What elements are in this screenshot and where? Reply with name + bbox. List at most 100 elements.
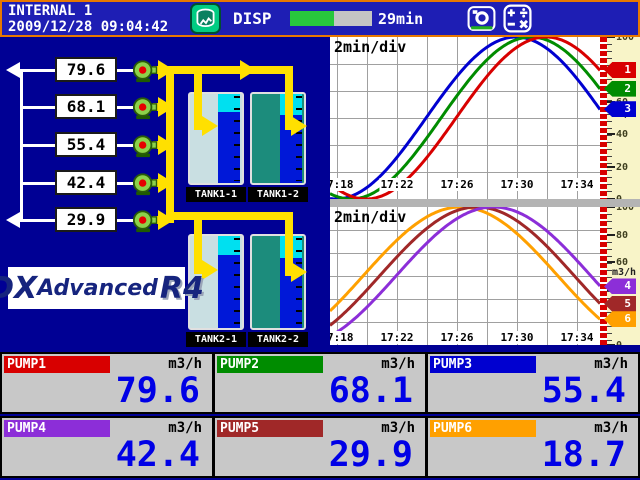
time-per-div-label: 2min/div bbox=[334, 38, 407, 56]
pump-tag: PUMP6 bbox=[430, 420, 536, 437]
series-curve-ch2 bbox=[330, 37, 600, 199]
pump2-readout-cell: PUMP2 m3/h 68.1 bbox=[213, 352, 427, 414]
tank-label: TANK1-2 bbox=[248, 187, 308, 202]
scale-tick-label: 60 bbox=[616, 257, 629, 269]
flow-line bbox=[20, 144, 55, 147]
scale-tick-label: 80 bbox=[616, 229, 629, 241]
logo-dx: DX bbox=[0, 270, 38, 306]
gauge-ticks bbox=[296, 96, 302, 181]
flow-line bbox=[117, 144, 133, 147]
datetime: 2009/12/28 09:04:42 bbox=[8, 19, 169, 35]
pipe-segment bbox=[285, 268, 293, 276]
pump-unit: m3/h bbox=[594, 420, 628, 436]
tank-label: TANK1-1 bbox=[186, 187, 246, 202]
scale-tick bbox=[607, 165, 615, 168]
pipe-segment bbox=[194, 266, 204, 274]
time-tick-label: 17:22 bbox=[379, 178, 415, 191]
pump3-readout-cell: PUMP3 m3/h 55.4 bbox=[426, 352, 640, 414]
scale-tick-label: 0 bbox=[616, 194, 622, 199]
pump-icon bbox=[132, 135, 158, 158]
pump1-readout-cell: PUMP1 m3/h 79.6 bbox=[0, 352, 214, 414]
group-name: INTERNAL 1 bbox=[8, 3, 93, 19]
time-tick-label: 17:26 bbox=[439, 331, 475, 344]
pump6-readout-cell: PUMP6 m3/h 18.7 bbox=[426, 416, 640, 478]
logo-r4: R4 bbox=[159, 270, 204, 306]
logo-advanced: Advanced bbox=[37, 275, 158, 301]
time-tick-label: 17:30 bbox=[499, 331, 535, 344]
gauge-ticks bbox=[296, 238, 302, 326]
scale-tick-label: 40 bbox=[616, 129, 629, 141]
flow-line bbox=[20, 106, 55, 109]
pipe-arrow-icon bbox=[202, 260, 218, 280]
snapshot-camera-icon[interactable] bbox=[466, 3, 497, 34]
math-calc-icon[interactable] bbox=[502, 3, 533, 34]
series-curve-ch3 bbox=[330, 37, 600, 199]
pump-icon bbox=[132, 173, 158, 196]
flow-value-box: 68.1 bbox=[55, 94, 117, 119]
time-tick-label: 17:34 bbox=[559, 178, 595, 191]
tank-1-2 bbox=[250, 92, 306, 185]
pump-icon bbox=[132, 210, 158, 233]
tank-level-gauge bbox=[218, 94, 240, 183]
scale-tick bbox=[607, 37, 615, 38]
time-tick-label: 17:18 bbox=[330, 178, 355, 191]
flow-line bbox=[20, 219, 55, 222]
time-tick-label: 17:26 bbox=[439, 178, 475, 191]
time-tick-label: 17:22 bbox=[379, 331, 415, 344]
tank-label: TANK2-1 bbox=[186, 332, 246, 347]
pipe-arrow-icon bbox=[291, 116, 307, 136]
brand-logo: DXAdvancedR4 bbox=[0, 267, 204, 309]
scale-tick bbox=[607, 100, 615, 103]
pump5-readout-cell: PUMP5 m3/h 29.9 bbox=[213, 416, 427, 478]
tank-2-2 bbox=[250, 234, 306, 330]
scale-tick-label: 20 bbox=[616, 161, 629, 173]
time-tick-label: 17:30 bbox=[499, 178, 535, 191]
series-curve-ch5 bbox=[330, 207, 600, 327]
flow-value-box: 79.6 bbox=[55, 57, 117, 82]
pump-unit: m3/h bbox=[168, 356, 202, 372]
pump-value: 42.4 bbox=[115, 435, 200, 475]
recording-strip bbox=[600, 37, 607, 199]
pipe-segment bbox=[194, 122, 204, 130]
flow-value-box: 55.4 bbox=[55, 132, 117, 157]
pump-unit: m3/h bbox=[381, 356, 415, 372]
chart-divider bbox=[330, 199, 640, 207]
status-bar: INTERNAL 1 2009/12/28 09:04:42 DISP 29mi… bbox=[0, 0, 640, 37]
pipe-segment bbox=[285, 66, 293, 124]
scale-tick-label: 100 bbox=[616, 37, 635, 43]
pump-tag: PUMP4 bbox=[4, 420, 110, 437]
scale-tick bbox=[607, 207, 615, 208]
flow-value-box: 29.9 bbox=[55, 207, 117, 232]
scale-tick bbox=[607, 198, 615, 199]
pump-value: 68.1 bbox=[328, 371, 413, 411]
channel-tag-3: 3 bbox=[604, 101, 636, 118]
memory-progress-bar bbox=[290, 11, 372, 26]
channel-tag-6: 6 bbox=[604, 311, 636, 328]
time-tick-label: 17:18 bbox=[330, 331, 355, 344]
pump-icon bbox=[132, 60, 158, 83]
memory-remaining-label: 29min bbox=[378, 10, 424, 28]
scale-tick bbox=[607, 261, 615, 264]
pump-unit: m3/h bbox=[594, 356, 628, 372]
pipe-arrow-icon bbox=[158, 173, 174, 193]
pipe-segment bbox=[285, 122, 293, 130]
gauge-ticks bbox=[234, 96, 240, 181]
pump-value: 55.4 bbox=[541, 371, 626, 411]
memory-progress-fill bbox=[290, 11, 335, 26]
series-curve-ch4 bbox=[330, 207, 600, 338]
series-curve-ch1 bbox=[330, 37, 600, 199]
pipe-arrow-icon bbox=[158, 210, 174, 230]
gauge-ticks bbox=[234, 238, 240, 326]
scale-tick bbox=[607, 344, 615, 345]
trend-display-icon[interactable] bbox=[190, 3, 221, 34]
scale-tick-label: 100 bbox=[616, 207, 635, 213]
flow-line bbox=[117, 69, 133, 72]
pump-tag: PUMP3 bbox=[430, 356, 536, 373]
channel-tag-5: 5 bbox=[604, 295, 636, 312]
pump-tag: PUMP2 bbox=[217, 356, 323, 373]
disp-label[interactable]: DISP bbox=[233, 9, 272, 28]
trend-chart-1: 2min/div 17:18 17:22 17:26 17:30 17:34 bbox=[330, 37, 600, 199]
flow-line bbox=[20, 69, 55, 72]
pump-unit: m3/h bbox=[168, 420, 202, 436]
